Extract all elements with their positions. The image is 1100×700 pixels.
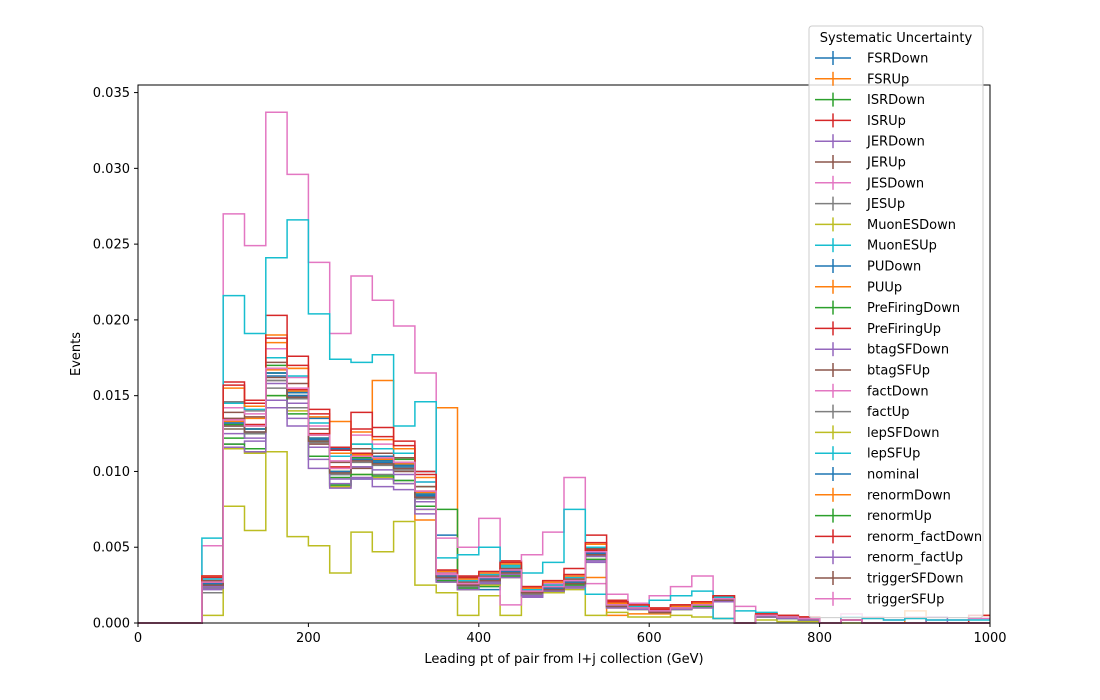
y-tick-label: 0.035	[93, 86, 130, 101]
legend-label: ISRDown	[867, 93, 925, 108]
legend-items: FSRDown FSRUp ISRDown ISRUp JERDown JERUp JESD…	[815, 51, 982, 607]
legend-item: PUUp	[815, 279, 902, 295]
legend-label: MuonESUp	[867, 239, 937, 254]
legend-item: PUDown	[815, 259, 921, 275]
legend-item: lepSFDown	[815, 425, 939, 441]
legend-item: renormDown	[815, 487, 951, 503]
legend-label: FSRDown	[867, 52, 928, 67]
legend-item: btagSFDown	[815, 342, 949, 358]
legend-item: PreFiringUp	[815, 321, 941, 337]
x-tick-label: 0	[134, 631, 142, 646]
series-line-triggerSFUp	[138, 367, 990, 624]
legend-label: nominal	[867, 468, 919, 483]
legend-item: PreFiringDown	[815, 300, 960, 316]
legend-label: btagSFDown	[867, 343, 949, 358]
legend-label: renormUp	[867, 509, 932, 524]
legend-label: PUUp	[867, 280, 902, 295]
y-tick-label: 0.005	[93, 541, 130, 556]
x-tick-label: 1000	[973, 631, 1006, 646]
legend-item: FSRUp	[815, 71, 909, 87]
legend-item: triggerSFDown	[815, 571, 963, 587]
legend-item: MuonESUp	[815, 238, 937, 254]
legend-label: PreFiringUp	[867, 322, 941, 337]
legend-item: ISRUp	[815, 113, 906, 129]
legend-label: PreFiringDown	[867, 301, 960, 316]
legend-label: factUp	[867, 405, 910, 420]
y-tick-label: 0.015	[93, 389, 130, 404]
legend-label: FSRUp	[867, 72, 909, 87]
legend-label: triggerSFDown	[867, 572, 963, 587]
legend-item: factUp	[815, 404, 910, 420]
x-tick-label: 800	[807, 631, 832, 646]
legend-item: JESDown	[815, 175, 924, 191]
x-tick-label: 600	[637, 631, 662, 646]
legend-item: nominal	[815, 467, 919, 483]
y-tick-label: 0.000	[93, 617, 130, 632]
legend-label: renorm_factDown	[867, 530, 982, 545]
y-tick-label: 0.020	[93, 313, 130, 328]
legend-item: lepSFUp	[815, 446, 920, 462]
legend-label: lepSFUp	[867, 447, 920, 462]
legend-label: triggerSFUp	[867, 592, 944, 607]
legend-label: lepSFDown	[867, 426, 939, 441]
series-layer	[138, 111, 990, 624]
legend-item: FSRDown	[815, 51, 928, 67]
legend-box	[808, 25, 984, 619]
y-tick-label: 0.025	[93, 238, 130, 253]
legend-item: JERDown	[815, 134, 925, 150]
legend-label: renorm_factUp	[867, 551, 963, 566]
legend-item: triggerSFUp	[815, 591, 944, 607]
legend-item: ISRDown	[815, 92, 925, 108]
x-tick-label: 400	[466, 631, 491, 646]
legend-title: Systematic Uncertainty	[820, 31, 973, 46]
plot-frame	[137, 84, 991, 624]
legend-label: ISRUp	[867, 114, 906, 129]
y-tick-label: 0.030	[93, 162, 130, 177]
legend-item: JESUp	[815, 196, 905, 212]
legend-label: JERUp	[866, 156, 906, 171]
legend-label: PUDown	[867, 260, 921, 275]
legend-item: factDown	[815, 383, 929, 399]
x-axis-ticks: 0 200 400 600 800 1000	[134, 623, 1007, 646]
legend-item: renormUp	[815, 508, 932, 524]
legend-label: JESDown	[866, 176, 924, 191]
y-axis-label: Events	[69, 332, 84, 376]
legend-label: JESUp	[866, 197, 905, 212]
legend-item: renorm_factDown	[815, 529, 982, 545]
legend-item: btagSFUp	[815, 363, 930, 379]
x-axis-label: Leading pt of pair from l+j collection (…	[424, 652, 703, 667]
y-tick-label: 0.010	[93, 465, 130, 480]
x-tick-label: 200	[296, 631, 321, 646]
legend-label: btagSFUp	[867, 364, 930, 379]
legend-item: JERUp	[815, 155, 906, 171]
legend-label: factDown	[867, 384, 929, 399]
legend-label: renormDown	[867, 488, 951, 503]
legend-item: renorm_factUp	[815, 550, 963, 566]
y-axis-ticks: 0.000 0.005 0.010 0.015 0.020 0.025 0.030 0.035	[93, 86, 138, 632]
legend-item: MuonESDown	[815, 217, 956, 233]
legend: Systematic Uncertainty FSRDown FSRUp ISRDo…	[808, 25, 984, 619]
legend-label: MuonESDown	[867, 218, 956, 233]
legend-label: JERDown	[866, 135, 925, 150]
